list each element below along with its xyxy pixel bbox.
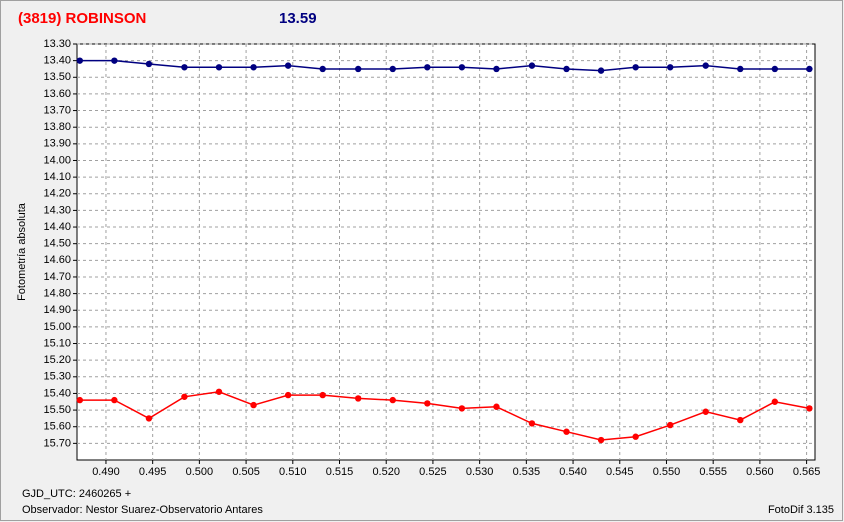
y-tick-label: 14.20 (43, 188, 71, 200)
data-point (493, 65, 500, 73)
data-point (563, 428, 570, 435)
data-point (76, 396, 84, 404)
data-point (632, 433, 639, 440)
chart-title: (3819) ROBINSON (18, 10, 146, 27)
x-tick-label: 0.540 (559, 466, 587, 478)
data-point (528, 62, 536, 69)
data-point (284, 391, 292, 399)
data-point (667, 64, 674, 71)
x-tick-label: 0.560 (746, 466, 774, 478)
data-point (389, 65, 396, 73)
data-point (319, 65, 326, 73)
y-tick-label: 13.80 (43, 121, 71, 133)
data-point (493, 403, 500, 410)
y-tick-label: 13.70 (43, 104, 71, 116)
x-tick-label: 0.525 (419, 466, 447, 478)
data-point (667, 421, 674, 429)
y-tick-label: 15.00 (43, 321, 71, 333)
y-tick-label: 15.30 (43, 371, 71, 383)
y-tick-label: 15.20 (43, 354, 71, 366)
data-point (632, 64, 639, 71)
data-point (424, 64, 431, 71)
data-point (771, 398, 779, 405)
y-tick-label: 15.60 (43, 421, 71, 433)
y-tick-label: 13.90 (43, 138, 71, 150)
data-point (319, 391, 326, 399)
y-tick-label: 14.40 (43, 221, 71, 233)
series-line (79, 391, 810, 441)
data-point (284, 62, 292, 69)
data-point (215, 388, 223, 395)
y-tick-label: 15.10 (43, 337, 71, 349)
data-point (597, 436, 605, 444)
data-point (250, 64, 257, 71)
x-tick-label: 0.515 (326, 466, 354, 478)
x-tick-label: 0.530 (466, 466, 494, 478)
chart-subtitle: 13.59 (279, 10, 317, 27)
plot-area (76, 43, 816, 461)
y-tick-label: 14.50 (43, 238, 71, 250)
data-point (563, 65, 570, 73)
data-point (354, 395, 362, 402)
data-point (354, 65, 362, 73)
data-point (250, 401, 257, 409)
y-axis-label: Fotometría absoluta (16, 202, 28, 301)
y-tick-label: 14.00 (43, 154, 71, 166)
footer-software: FotoDif 3.135 (768, 504, 834, 516)
data-point (806, 405, 813, 412)
footer-observer: Observador: Nestor Suarez-Observatorio A… (22, 504, 263, 516)
data-point (145, 415, 153, 422)
data-point (597, 67, 605, 74)
x-tick-label: 0.545 (606, 466, 634, 478)
data-point (111, 57, 118, 64)
y-tick-label: 15.50 (43, 404, 71, 416)
series-line (79, 59, 810, 72)
x-tick-label: 0.490 (92, 466, 120, 478)
x-tick-label: 0.495 (139, 466, 167, 478)
x-tick-label: 0.565 (793, 466, 821, 478)
y-tick-label: 15.40 (43, 387, 71, 399)
x-tick-label: 0.500 (186, 466, 214, 478)
data-point (215, 64, 223, 71)
y-tick-label: 14.60 (43, 254, 71, 266)
y-tick-label: 13.50 (43, 71, 71, 83)
data-point (424, 400, 431, 407)
data-point (528, 420, 536, 427)
y-tick-label: 13.30 (43, 38, 71, 50)
data-point (389, 396, 396, 404)
y-tick-label: 14.80 (43, 288, 71, 300)
y-tick-label: 13.60 (43, 88, 71, 100)
data-point (76, 57, 84, 64)
y-tick-label: 14.70 (43, 271, 71, 283)
y-tick-label: 14.30 (43, 204, 71, 216)
data-point (181, 393, 188, 400)
y-tick-label: 14.10 (43, 171, 71, 183)
data-point (145, 60, 153, 68)
data-point (737, 416, 744, 424)
y-tick-label: 14.90 (43, 304, 71, 316)
y-tick-label: 13.40 (43, 55, 71, 67)
footer-date: GJD_UTC: 2460265 + (22, 488, 131, 500)
y-tick-label: 15.70 (43, 437, 71, 449)
x-tick-label: 0.555 (699, 466, 727, 478)
data-point (458, 64, 466, 71)
x-tick-label: 0.550 (653, 466, 681, 478)
data-point (702, 408, 709, 415)
x-tick-label: 0.520 (372, 466, 400, 478)
data-point (806, 65, 813, 73)
x-tick-label: 0.505 (232, 466, 260, 478)
data-point (771, 65, 779, 73)
data-point (458, 405, 466, 412)
data-point (702, 62, 709, 69)
x-tick-label: 0.510 (279, 466, 307, 478)
data-point (111, 396, 118, 404)
data-point (181, 64, 188, 71)
x-tick-label: 0.535 (513, 466, 541, 478)
data-point (737, 65, 744, 73)
